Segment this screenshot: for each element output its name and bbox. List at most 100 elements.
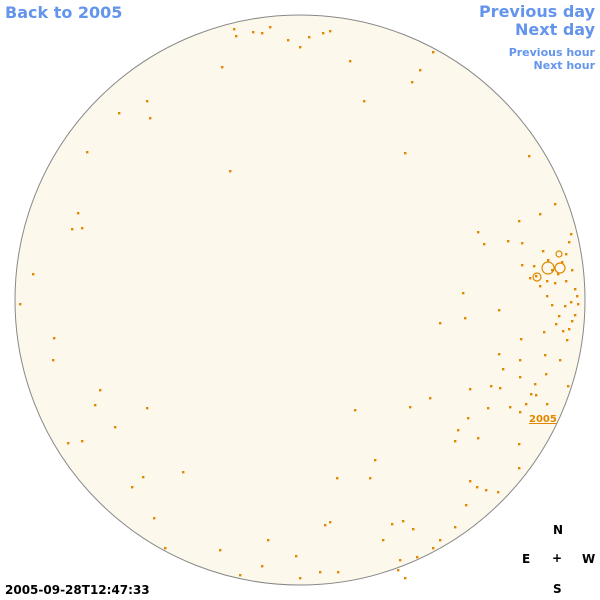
active-region-ring [554, 262, 566, 274]
sky-mark [521, 242, 524, 245]
sky-mark [32, 273, 35, 276]
sky-mark [571, 269, 574, 272]
sky-mark [559, 359, 562, 362]
sky-mark [142, 476, 145, 479]
sky-mark [546, 280, 549, 283]
sky-mark [404, 152, 407, 155]
sky-mark [319, 571, 322, 574]
sky-mark [382, 539, 385, 542]
sky-mark [402, 520, 405, 523]
sky-mark [164, 547, 167, 550]
sky-mark [354, 409, 357, 412]
sky-mark [576, 295, 579, 298]
sky-marks [19, 26, 580, 580]
compass-west: W [582, 552, 596, 566]
compass-center: + [552, 551, 563, 565]
sky-mark [498, 309, 501, 312]
sky-mark [439, 322, 442, 325]
sky-mark [562, 330, 565, 333]
sky-mark [153, 517, 156, 520]
sky-mark [419, 69, 422, 72]
sky-mark [252, 31, 255, 34]
sky-mark [336, 477, 339, 480]
sky-mark [477, 231, 480, 234]
sky-mark [182, 471, 185, 474]
sky-mark [146, 407, 149, 410]
sky-mark [530, 393, 533, 396]
back-to-year-link[interactable]: Back to 2005 [5, 3, 123, 22]
sky-mark [81, 440, 84, 443]
sky-mark [509, 406, 512, 409]
sky-mark [118, 112, 121, 115]
sky-mark [469, 388, 472, 391]
sky-mark [535, 275, 538, 278]
sky-mark [457, 429, 460, 432]
sky-mark [554, 282, 557, 285]
sky-mark [547, 259, 550, 262]
sky-mark [295, 555, 298, 558]
sky-mark [565, 280, 568, 283]
sky-mark [52, 359, 55, 362]
sky-mark [485, 489, 488, 492]
sky-mark [86, 151, 89, 154]
sky-mark [483, 243, 486, 246]
compass-east: E [522, 552, 531, 566]
sky-mark [329, 30, 332, 33]
sky-mark [99, 389, 102, 392]
sky-mark [432, 51, 435, 54]
sky-mark [571, 320, 574, 323]
sky-mark [149, 117, 152, 120]
sky-mark [465, 504, 468, 507]
previous-hour-link[interactable]: Previous hour [508, 46, 595, 59]
sky-mark [399, 559, 402, 562]
sky-mark [337, 571, 340, 574]
sky-mark [469, 480, 472, 483]
sky-mark [299, 46, 302, 49]
sky-mark [363, 100, 366, 103]
sky-mark [19, 303, 22, 306]
sky-mark [369, 477, 372, 480]
sky-mark [374, 459, 377, 462]
sky-mark [94, 404, 97, 407]
sky-mark [499, 387, 502, 390]
sky-mark [519, 359, 522, 362]
sky-mark [539, 285, 542, 288]
sky-mark [476, 486, 479, 489]
sky-mark [397, 569, 400, 572]
sky-mark [114, 426, 117, 429]
sky-mark [564, 305, 567, 308]
sky-mark [518, 443, 521, 446]
sky-mark [518, 467, 521, 470]
sky-mark [67, 442, 70, 445]
sky-mark [221, 66, 224, 69]
region-label-link[interactable]: 2005 [529, 414, 557, 425]
sky-mark [229, 170, 232, 173]
active-region-ring [541, 261, 555, 275]
sky-mark [261, 565, 264, 568]
sky-mark [529, 277, 532, 280]
sky-mark [577, 303, 580, 306]
sky-mark [267, 539, 270, 542]
sky-mark [454, 526, 457, 529]
sky-mark [490, 385, 493, 388]
sky-mark [570, 301, 573, 304]
compass-south: S [553, 582, 562, 596]
sky-mark [299, 577, 302, 580]
sky-mark [497, 491, 500, 494]
sky-mark [219, 549, 222, 552]
sky-mark [519, 376, 522, 379]
sky-mark [534, 383, 537, 386]
previous-day-link[interactable]: Previous day [478, 2, 595, 21]
next-day-link[interactable]: Next day [515, 20, 595, 39]
sky-mark [235, 35, 238, 38]
sky-mark [567, 385, 570, 388]
sky-mark [464, 317, 467, 320]
sky-mark [81, 227, 84, 230]
sky-mark [544, 354, 547, 357]
sky-mark [324, 524, 327, 527]
next-hour-link[interactable]: Next hour [533, 59, 596, 72]
sky-mark [261, 32, 264, 35]
sky-mark [131, 486, 134, 489]
sky-mark [487, 407, 490, 410]
